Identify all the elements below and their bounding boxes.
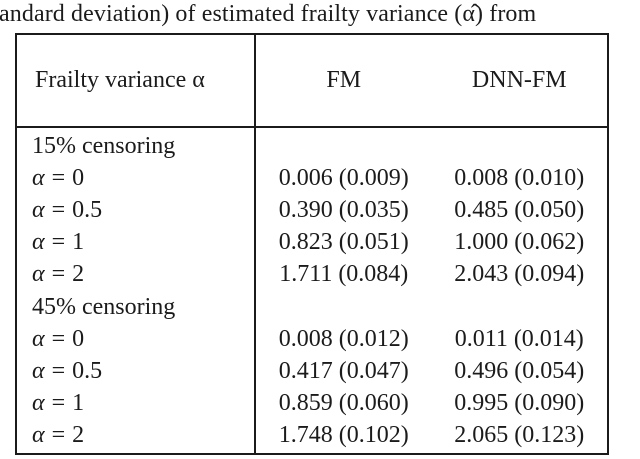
alpha-label: α = 0 bbox=[17, 165, 256, 192]
header-method-columns: FM DNN-FM bbox=[256, 67, 607, 94]
equals-sign: = bbox=[51, 325, 66, 352]
alpha-symbol: α bbox=[32, 229, 45, 256]
table-header-row: Frailty variance α FM DNN-FM bbox=[17, 35, 607, 126]
equals-sign: = bbox=[51, 261, 66, 288]
alpha-value: 0 bbox=[72, 325, 85, 352]
table-row: 15% censoring bbox=[17, 130, 607, 162]
alpha-symbol: α bbox=[32, 325, 45, 352]
equals-sign: = bbox=[51, 390, 66, 417]
fm-value: 0.417 (0.047) bbox=[278, 357, 409, 384]
dnn-fm-value: 0.496 (0.054) bbox=[454, 357, 585, 384]
dnn-fm-value: 0.008 (0.010) bbox=[454, 164, 585, 191]
dnn-fm-value: 0.011 (0.014) bbox=[454, 325, 584, 352]
equals-sign: = bbox=[51, 164, 66, 191]
table-row: α = 0 0.008 (0.012) 0.011 (0.014) bbox=[17, 323, 607, 355]
dnn-fm-value: 2.065 (0.123) bbox=[454, 422, 585, 449]
alpha-symbol: α bbox=[32, 196, 45, 223]
alpha-value: 2 bbox=[72, 261, 85, 288]
fm-value: 0.823 (0.051) bbox=[278, 229, 409, 256]
dnn-fm-value: 0.485 (0.050) bbox=[454, 196, 585, 223]
dnn-fm-value: 1.000 (0.062) bbox=[454, 229, 585, 256]
fm-value: 0.008 (0.012) bbox=[278, 325, 409, 352]
fm-value: 0.006 (0.009) bbox=[278, 164, 409, 191]
alpha-value: 0.5 bbox=[72, 357, 103, 384]
fm-value: 1.748 (0.102) bbox=[278, 422, 409, 449]
equals-sign: = bbox=[51, 229, 66, 256]
equals-sign: = bbox=[51, 422, 66, 449]
equals-sign: = bbox=[51, 196, 66, 223]
alpha-label: α = 0.5 bbox=[17, 197, 256, 224]
table-row: 45% censoring bbox=[17, 291, 607, 323]
alpha-value: 1 bbox=[72, 390, 85, 417]
header-dnn-fm: DNN-FM bbox=[471, 67, 567, 93]
table-row: α = 1 0.823 (0.051) 1.000 (0.062) bbox=[17, 227, 607, 259]
alpha-label: α = 1 bbox=[17, 390, 256, 417]
alpha-label: α = 2 bbox=[17, 422, 256, 449]
dnn-fm-value: 2.043 (0.094) bbox=[454, 261, 585, 288]
header-fm: FM bbox=[326, 67, 362, 93]
alpha-value: 2 bbox=[72, 422, 85, 449]
alpha-label: α = 0.5 bbox=[17, 358, 256, 385]
table-row: α = 0.5 0.417 (0.047) 0.496 (0.054) bbox=[17, 355, 607, 387]
table-row: α = 1 0.859 (0.060) 0.995 (0.090) bbox=[17, 388, 607, 420]
table-body: 15% censoring α = 0 0.006 (0.009) 0.008 (0… bbox=[17, 128, 607, 453]
table-row: α = 2 1.748 (0.102) 2.065 (0.123) bbox=[17, 420, 607, 452]
alpha-label: α = 0 bbox=[17, 326, 256, 353]
table-caption: andard deviation) of estimated frailty v… bbox=[0, 1, 537, 27]
alpha-value: 0.5 bbox=[72, 196, 103, 223]
alpha-symbol: α bbox=[32, 164, 45, 191]
alpha-symbol: α bbox=[32, 422, 45, 449]
alpha-symbol: α bbox=[32, 390, 45, 417]
header-separator-line bbox=[17, 126, 607, 128]
section-label: 15% censoring bbox=[32, 132, 176, 159]
fm-value: 0.390 (0.035) bbox=[278, 196, 409, 223]
dnn-fm-value: 0.995 (0.090) bbox=[454, 390, 585, 417]
results-table: Frailty variance α FM DNN-FM 15% censori… bbox=[15, 33, 609, 455]
alpha-value: 0 bbox=[72, 164, 85, 191]
alpha-symbol: α bbox=[32, 357, 45, 384]
table-row: α = 0 0.006 (0.009) 0.008 (0.010) bbox=[17, 162, 607, 194]
section-label: 45% censoring bbox=[32, 293, 176, 320]
equals-sign: = bbox=[51, 357, 66, 384]
alpha-value: 1 bbox=[72, 229, 85, 256]
alpha-label: α = 2 bbox=[17, 261, 256, 288]
alpha-symbol: α bbox=[32, 261, 45, 288]
column-divider-line bbox=[254, 35, 256, 453]
table-row: α = 2 1.711 (0.084) 2.043 (0.094) bbox=[17, 259, 607, 291]
fm-value: 1.711 (0.084) bbox=[279, 261, 409, 288]
table-row: α = 0.5 0.390 (0.035) 0.485 (0.050) bbox=[17, 194, 607, 226]
fm-value: 0.859 (0.060) bbox=[278, 390, 409, 417]
header-frailty-variance: Frailty variance α bbox=[35, 67, 205, 93]
alpha-label: α = 1 bbox=[17, 229, 256, 256]
